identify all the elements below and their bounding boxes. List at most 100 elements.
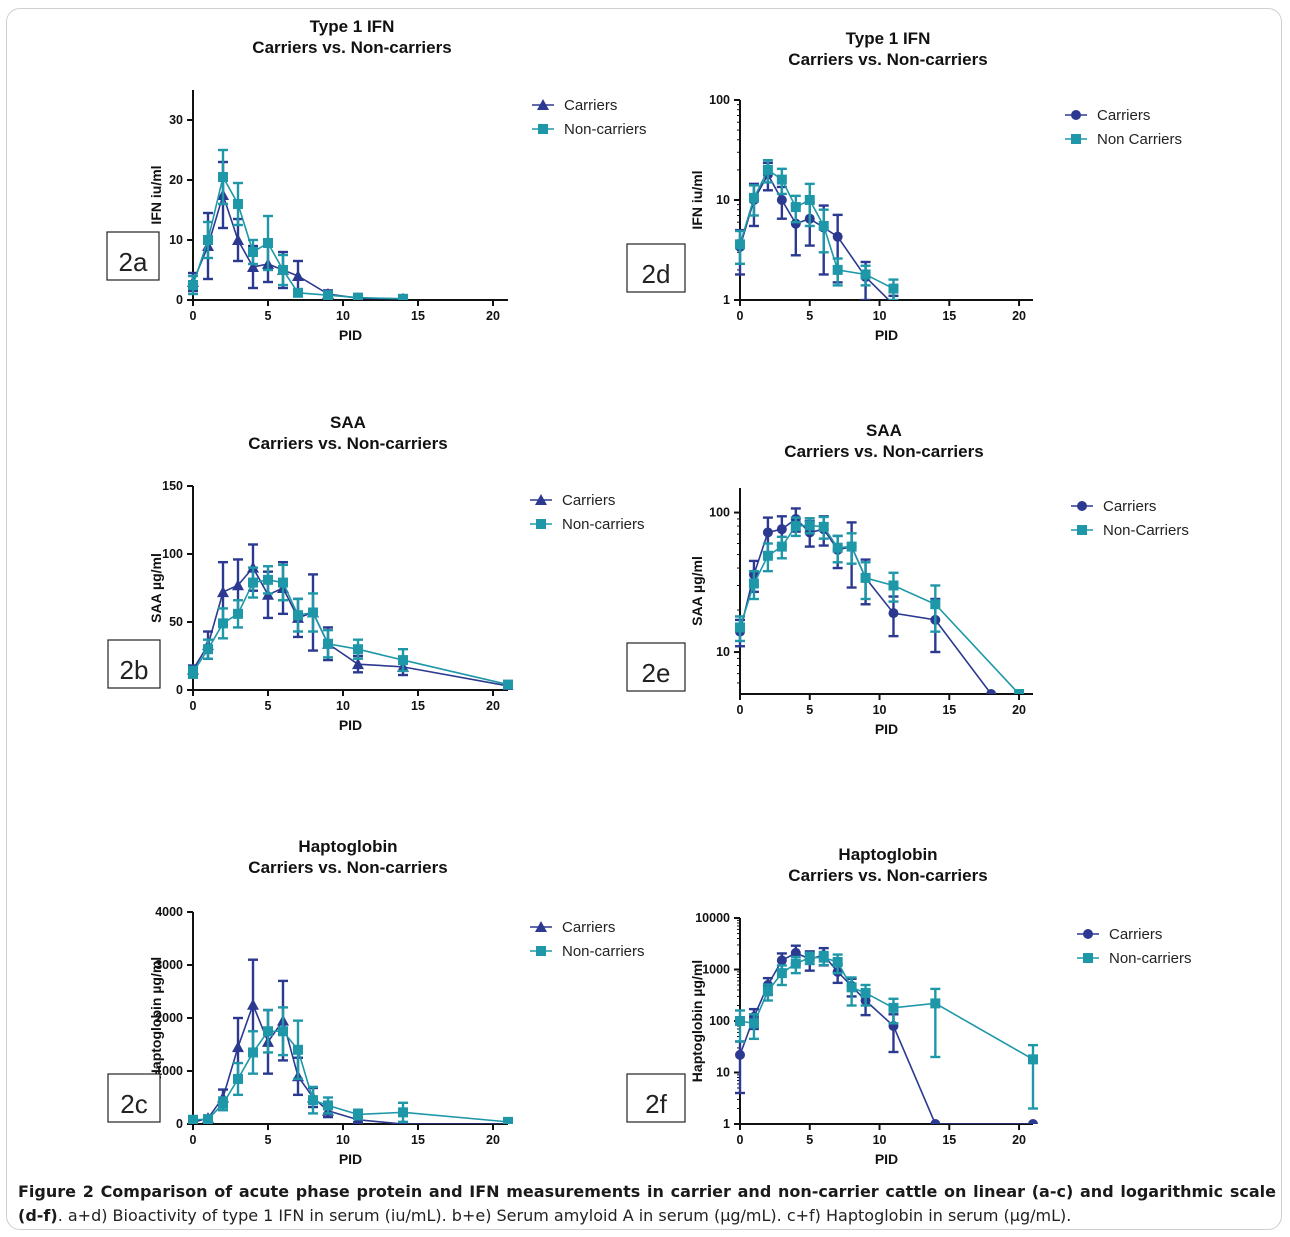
chart-title-line: Carriers vs. Non-carriers [788,866,987,885]
series-non-carriers [188,148,408,300]
chart-title-line: SAA [330,413,366,432]
x-axis-label: PID [875,721,898,737]
x-tick-label: 20 [1012,703,1026,717]
data-point [735,622,745,633]
y-tick-label: 10 [716,645,730,659]
data-point [790,958,801,969]
x-axis-label: PID [875,1151,898,1167]
data-point [503,1116,513,1124]
legend-marker [536,946,546,956]
series-non-carriers [735,950,1038,1110]
data-point [818,952,829,963]
data-point [930,599,941,610]
y-tick-label: 1 [723,1117,730,1131]
caption-body: . a+d) Bioactivity of type 1 IFN in seru… [57,1206,1072,1225]
legend-marker [535,494,547,505]
series-non-carriers [735,515,1025,694]
series-carriers [187,160,408,300]
y-axis-label: SAA µg/ml [689,556,705,626]
chart-title-line: Haptoglobin [838,845,937,864]
figure-frame [6,8,1282,1230]
panel-label: 2a [119,247,148,277]
series-carriers [735,507,997,694]
plot-area [735,159,899,300]
data-point [1014,689,1025,694]
panel-label-box [107,1073,161,1123]
data-point [293,1044,303,1055]
x-axis-label: PID [875,327,898,343]
legend-label: Carriers [1103,498,1156,515]
y-axis-label: Haptoglobin µg/ml [689,960,705,1082]
chart-2f: Haptoglobin Carriers vs. Non-carriers 0 5 10… [626,845,1192,1167]
data-point [1028,1119,1038,1124]
data-point [735,239,745,250]
legend-marker [536,519,546,529]
x-tick-label: 20 [486,699,500,713]
series-line [739,168,894,290]
data-point [233,1073,243,1084]
data-point [888,1002,899,1013]
plot-area [188,958,513,1124]
data-point [818,220,829,231]
x-axis-label: PID [339,1151,362,1167]
data-point [776,541,787,552]
y-tick-label: 50 [169,615,183,629]
data-point [188,1114,198,1124]
x-tick-label: 0 [737,1133,744,1147]
data-point [790,202,801,213]
data-point [398,1107,408,1118]
chart-2c: Haptoglobin Carriers vs. Non-carriers 0 5 10… [107,837,645,1167]
data-point [888,608,899,619]
series-non-carriers [735,159,899,300]
x-tick-label: 0 [737,309,744,323]
data-point [735,1016,745,1026]
legend-marker [1071,134,1081,144]
legend-label: Carriers [562,492,615,509]
y-axis-label: IFN iu/ml [148,165,164,224]
plot-area [735,507,1025,694]
data-point [748,578,759,589]
y-tick-label: 100 [162,547,183,561]
x-tick-label: 0 [190,699,197,713]
x-axis-label: PID [339,327,362,343]
data-point [735,1049,745,1060]
data-point [248,247,258,257]
data-point [776,968,787,979]
panel-label-box [106,231,160,281]
data-point [232,1041,244,1053]
y-tick-label: 3000 [155,958,183,972]
data-point [748,1018,759,1029]
data-point [217,586,229,598]
y-tick-label: 30 [169,113,183,127]
legend-marker [1077,525,1087,535]
data-point [293,287,303,298]
data-point [776,195,787,205]
x-tick-label: 5 [265,309,272,323]
x-tick-label: 5 [265,699,272,713]
legend-label: Non Carriers [1097,131,1182,148]
data-point [278,1026,288,1037]
data-point [891,299,896,300]
x-tick-label: 0 [190,1133,197,1147]
data-point [278,577,288,588]
y-axis-label: SAA µg/ml [148,553,164,623]
data-point [986,689,997,694]
legend-label: Carriers [564,97,617,114]
data-point [203,235,213,245]
panel-label: 2f [645,1089,667,1119]
y-tick-label: 20 [169,173,183,187]
x-tick-label: 15 [411,309,425,323]
data-point [888,283,899,294]
x-tick-label: 20 [1012,309,1026,323]
chart-title-line: SAA [866,421,902,440]
data-point [930,998,941,1009]
chart-2e: SAA Carriers vs. Non-carriers 0 5 10 15 20 10 10… [626,421,1189,737]
data-point [398,293,408,300]
y-tick-label: 2000 [155,1011,183,1025]
x-tick-label: 20 [1012,1133,1026,1147]
y-tick-label: 100 [709,93,730,107]
legend-marker [537,99,549,110]
y-tick-label: 1000 [702,963,730,977]
y-tick-label: 100 [709,1014,730,1028]
